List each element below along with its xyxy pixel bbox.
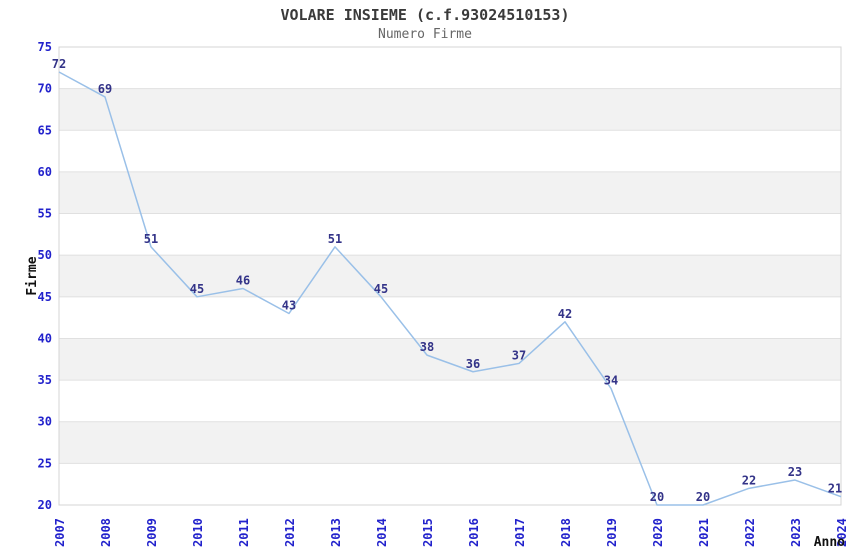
- x-tick-label: 2019: [605, 518, 619, 547]
- y-tick-label: 30: [38, 415, 52, 429]
- chart-line: [58, 71, 842, 506]
- x-tick-label: 2012: [283, 518, 297, 547]
- plot-border: [58, 46, 842, 506]
- grid-band: [59, 171, 841, 214]
- y-tick-label: 65: [38, 123, 52, 137]
- data-point-label: 45: [374, 282, 388, 296]
- data-point-label: 46: [236, 273, 250, 287]
- grid-band: [59, 338, 841, 381]
- y-tick-label: 75: [38, 40, 52, 54]
- y-tick-label: 50: [38, 248, 52, 262]
- x-tick-label: 2007: [53, 518, 67, 547]
- x-tick-label: 2015: [421, 518, 435, 547]
- y-tick-label: 55: [38, 207, 52, 221]
- x-tick-label: 2017: [513, 518, 527, 547]
- y-tick-label: 20: [38, 498, 52, 512]
- x-tick-label: 2011: [237, 518, 251, 547]
- data-point-label: 72: [52, 57, 66, 71]
- x-tick-label: 2013: [329, 518, 343, 547]
- x-tick-label: 2022: [743, 518, 757, 547]
- data-point-label: 43: [282, 298, 296, 312]
- data-point-label: 22: [742, 473, 756, 487]
- y-tick-label: 60: [38, 165, 52, 179]
- x-tick-label: 2010: [191, 518, 205, 547]
- y-axis-title: Firme: [25, 256, 40, 295]
- x-tick-label: 2020: [651, 518, 665, 547]
- y-tick-label: 35: [38, 373, 52, 387]
- data-point-label: 20: [696, 490, 710, 504]
- x-tick-label: 2014: [375, 518, 389, 547]
- grid-band: [59, 88, 841, 131]
- y-tick-label: 45: [38, 290, 52, 304]
- x-tick-label: 2024: [835, 518, 849, 547]
- data-point-label: 36: [466, 357, 480, 371]
- data-point-label: 23: [788, 465, 802, 479]
- y-tick-label: 40: [38, 331, 52, 345]
- data-point-label: 34: [604, 373, 618, 387]
- x-tick-label: 2016: [467, 518, 481, 547]
- data-point-label: 51: [328, 232, 342, 246]
- data-point-label: 42: [558, 307, 572, 321]
- y-tick-label: 25: [38, 456, 52, 470]
- x-tick-label: 2021: [697, 518, 711, 547]
- data-point-label: 37: [512, 348, 526, 362]
- data-point-label: 21: [828, 482, 842, 496]
- y-tick-label: 70: [38, 82, 52, 96]
- x-tick-label: 2018: [559, 518, 573, 547]
- grid-band: [59, 255, 841, 297]
- data-point-label: 45: [190, 282, 204, 296]
- data-point-label: 20: [650, 490, 664, 504]
- grid-band: [59, 421, 841, 464]
- data-point-label: 69: [98, 82, 112, 96]
- chart-subtitle: Numero Firme: [378, 27, 472, 42]
- data-point-label: 38: [420, 340, 434, 354]
- x-tick-label: 2008: [99, 518, 113, 547]
- x-tick-label: 2023: [789, 518, 803, 547]
- data-point-label: 51: [144, 232, 158, 246]
- x-axis-title: Anno: [814, 535, 845, 550]
- x-tick-label: 2009: [145, 518, 159, 547]
- chart-title: VOLARE INSIEME (c.f.93024510153): [280, 6, 570, 24]
